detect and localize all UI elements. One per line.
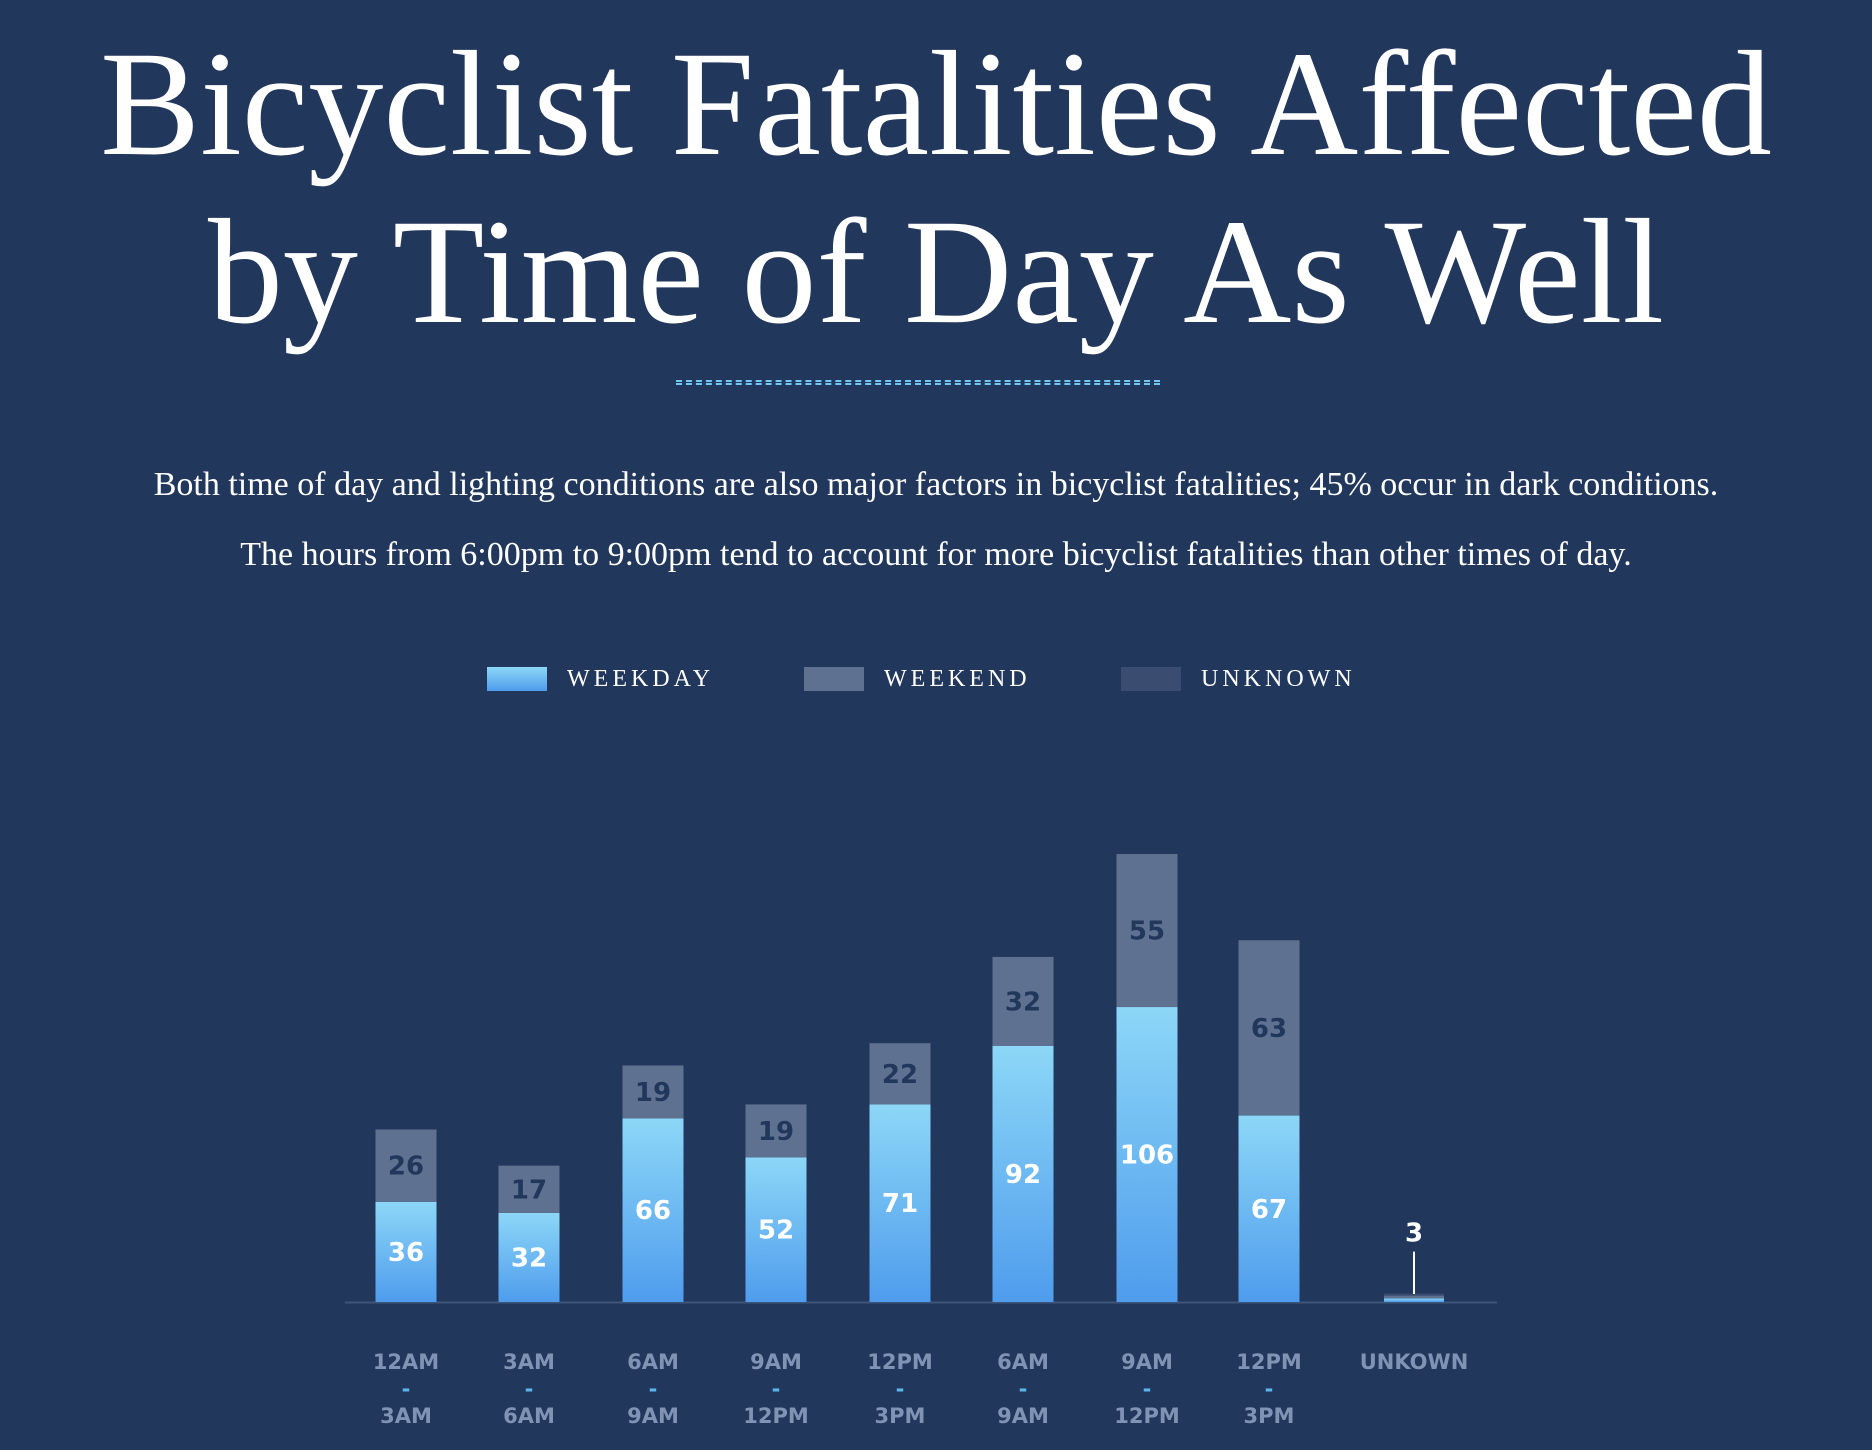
x-tick-label: 12PM xyxy=(867,1350,933,1374)
x-tick-label: 3PM xyxy=(875,1404,926,1428)
legend-item-unknown: UNKNOWN xyxy=(1121,664,1356,694)
bar-label-weekend: 22 xyxy=(882,1060,918,1090)
x-tick-label: 3PM xyxy=(1244,1404,1295,1428)
x-tick-separator: - xyxy=(649,1377,658,1401)
x-tick-separator: - xyxy=(1265,1377,1274,1401)
bar-label-weekday: 67 xyxy=(1251,1195,1287,1225)
x-tick-separator: - xyxy=(525,1377,534,1401)
bar-label-weekday: 92 xyxy=(1005,1160,1041,1190)
x-tick-label: 6AM xyxy=(997,1350,1049,1374)
bar-label-weekend: 26 xyxy=(388,1152,424,1182)
bar-weekday xyxy=(992,1046,1054,1302)
title-divider xyxy=(676,380,1160,385)
bar-label-weekend: 19 xyxy=(758,1117,794,1147)
legend-item-weekday: WEEKDAY xyxy=(487,664,714,694)
title-line-1: Bicyclist Fatalities Affected xyxy=(100,21,1772,187)
x-tick-label: 12PM xyxy=(1114,1404,1180,1428)
x-tick-separator: - xyxy=(772,1377,781,1401)
bar-weekday xyxy=(498,1212,560,1302)
x-tick-label: 6AM xyxy=(627,1350,679,1374)
legend-swatch-unknown xyxy=(1121,667,1181,691)
x-tick-label: 12PM xyxy=(1236,1350,1302,1374)
x-tick-separator: - xyxy=(896,1377,905,1401)
bar-weekend xyxy=(498,1165,560,1213)
x-tick-label: 9AM xyxy=(750,1350,802,1374)
x-tick-label: 3AM xyxy=(380,1404,432,1428)
x-tick-label: 3AM xyxy=(503,1350,555,1374)
bar-label-total: 3 xyxy=(1405,1219,1423,1249)
x-tick-label: 6AM xyxy=(503,1404,555,1428)
bar-weekend xyxy=(1238,940,1300,1116)
x-tick-label: 9AM xyxy=(997,1404,1049,1428)
bar-weekday xyxy=(622,1118,684,1302)
x-tick-separator: - xyxy=(402,1377,411,1401)
bar-weekend xyxy=(1384,1295,1444,1299)
bar-weekday xyxy=(1384,1298,1444,1302)
x-tick-label: 12PM xyxy=(743,1404,809,1428)
bar-weekday xyxy=(375,1201,437,1302)
bar-weekend xyxy=(992,956,1054,1046)
bar-label-weekend: 17 xyxy=(511,1175,547,1205)
x-tick-separator: - xyxy=(1019,1377,1028,1401)
bar-label-weekend: 32 xyxy=(1005,987,1041,1017)
bar-weekday xyxy=(1116,1007,1178,1302)
bar-label-weekday: 106 xyxy=(1120,1141,1174,1171)
description-line-1: Both time of day and lighting conditions… xyxy=(153,466,1719,503)
bar-label-weekday: 52 xyxy=(758,1216,794,1246)
bar-weekend xyxy=(375,1129,437,1202)
bar-label-weekday: 32 xyxy=(511,1243,547,1273)
x-tick-label: UNKOWN xyxy=(1360,1350,1469,1374)
legend-swatch-weekend xyxy=(804,667,864,691)
bar-label-weekend: 55 xyxy=(1129,917,1165,947)
x-tick-label: 12AM xyxy=(373,1350,439,1374)
bar-weekend xyxy=(622,1065,684,1119)
bar-weekday xyxy=(1238,1115,1300,1302)
bar-weekend xyxy=(745,1104,807,1158)
x-tick-label: 9AM xyxy=(1121,1350,1173,1374)
bar-label-weekend: 63 xyxy=(1251,1014,1287,1044)
page-title: Bicyclist Fatalities Affected by Time of… xyxy=(0,20,1872,356)
bar-weekday xyxy=(869,1104,931,1302)
bar-label-weekday: 71 xyxy=(882,1189,918,1219)
bar-label-weekend: 19 xyxy=(635,1078,671,1108)
description-line-2: The hours from 6:00pm to 9:00pm tend to … xyxy=(240,536,1632,573)
legend-label-weekday: WEEKDAY xyxy=(567,665,715,692)
bar-weekend xyxy=(869,1043,931,1105)
x-tick-label: 9AM xyxy=(627,1404,679,1428)
bar-label-weekday: 66 xyxy=(635,1196,671,1226)
bar-weekday xyxy=(745,1157,807,1302)
legend-swatch-weekday xyxy=(487,667,547,691)
title-line-2: by Time of Day As Well xyxy=(207,189,1665,355)
legend-item-weekend: WEEKEND xyxy=(804,664,1031,694)
legend-label-unknown: UNKNOWN xyxy=(1201,665,1356,692)
bar-unknown xyxy=(1384,1293,1444,1296)
legend-label-weekend: WEEKEND xyxy=(884,665,1031,692)
bar-label-weekday: 36 xyxy=(388,1238,424,1268)
bar-weekend xyxy=(1116,854,1178,1008)
x-tick-separator: - xyxy=(1143,1377,1152,1401)
